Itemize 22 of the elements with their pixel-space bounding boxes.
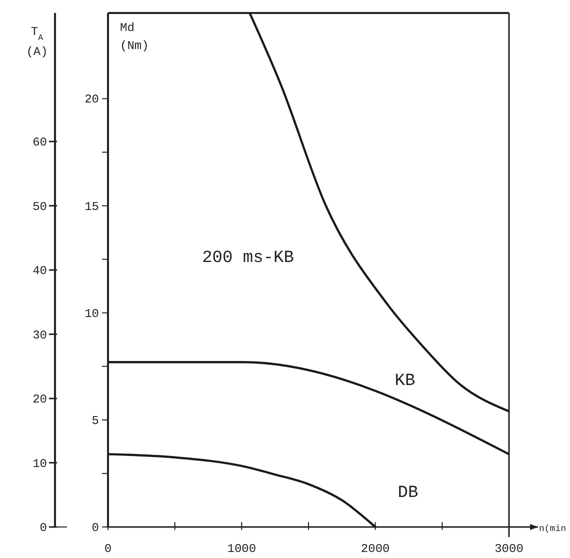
y-tick-label: 5 [92, 414, 99, 428]
x-tick-label: 3000 [494, 542, 524, 556]
y-tick-label: 15 [84, 200, 99, 214]
y-tick-label: 10 [84, 306, 99, 321]
annotation: KB [394, 372, 416, 391]
y2-tick-label: 60 [32, 136, 47, 150]
y2-axis-title: T$_{A}$ (A) [26, 25, 48, 59]
annotation: 200 ms-KB [202, 249, 294, 268]
annotation: DB [398, 484, 418, 503]
y2-tick-label: 20 [32, 392, 47, 406]
y-tick-label: 20 [84, 92, 99, 107]
y2-tick-label: 0 [40, 521, 47, 535]
x-tick-label: 0 [104, 542, 112, 556]
y2-tick-label: 50 [32, 200, 47, 214]
y2-tick-label: 10 [32, 456, 47, 471]
y2-tick-label: 30 [32, 328, 47, 342]
y-tick-label: 0 [92, 521, 99, 535]
y-axis-title: Md (Nm) [120, 21, 149, 53]
y2-tick-label: 40 [32, 264, 47, 278]
x-tick-label: 1000 [227, 542, 256, 556]
x-tick-label: 2000 [360, 542, 390, 556]
x-axis-title: n(min [539, 524, 566, 534]
